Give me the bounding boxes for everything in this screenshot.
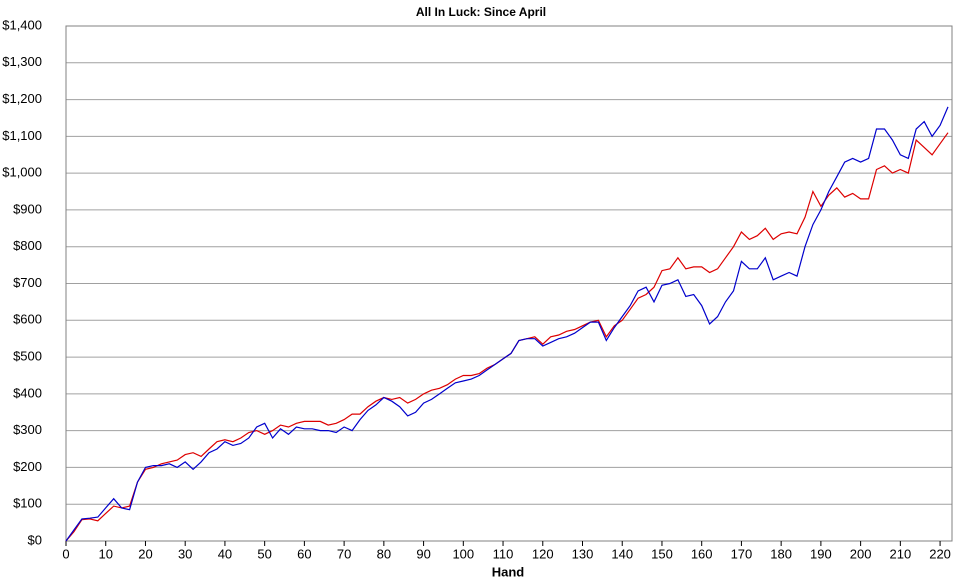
y-tick-label: $800 [13, 238, 42, 253]
y-tick-label: $1,100 [2, 128, 42, 143]
x-tick-label: 50 [257, 546, 271, 561]
x-tick-label: 200 [850, 546, 872, 561]
x-tick-label: 90 [416, 546, 430, 561]
y-tick-label: $1,400 [2, 17, 42, 32]
x-tick-label: 190 [810, 546, 832, 561]
y-tick-label: $1,000 [2, 165, 42, 180]
y-tick-label: $900 [13, 201, 42, 216]
y-tick-label: $400 [13, 385, 42, 400]
y-tick-label: $200 [13, 459, 42, 474]
x-tick-label: 110 [493, 546, 514, 561]
x-tick-label: 130 [572, 546, 594, 561]
x-tick-label: 60 [297, 546, 311, 561]
x-tick-label: 70 [337, 546, 351, 561]
y-tick-label: $300 [13, 422, 42, 437]
y-tick-label: $700 [13, 275, 42, 290]
x-axis-label: Hand [492, 564, 525, 577]
x-tick-label: 170 [731, 546, 753, 561]
x-tick-label: 180 [770, 546, 792, 561]
y-tick-label: $1,300 [2, 54, 42, 69]
x-tick-label: 80 [377, 546, 391, 561]
x-tick-label: 160 [691, 546, 713, 561]
x-tick-label: 30 [178, 546, 192, 561]
x-tick-label: 210 [889, 546, 911, 561]
chart-title: All In Luck: Since April [416, 5, 546, 19]
x-tick-label: 20 [138, 546, 152, 561]
x-tick-label: 120 [532, 546, 554, 561]
x-tick-label: 220 [929, 546, 951, 561]
x-tick-label: 40 [218, 546, 232, 561]
x-tick-label: 0 [62, 546, 69, 561]
x-tick-label: 100 [452, 546, 474, 561]
plot-border [65, 25, 953, 542]
x-tick-label: 10 [98, 546, 112, 561]
y-tick-label: $1,200 [2, 91, 42, 106]
x-tick-label: 140 [611, 546, 633, 561]
y-tick-label: $600 [13, 312, 42, 327]
x-tick-label: 150 [651, 546, 673, 561]
y-tick-label: $500 [13, 349, 42, 364]
series-line [65, 106, 949, 542]
y-tick-label: $0 [28, 532, 42, 547]
y-tick-label: $100 [13, 496, 42, 511]
